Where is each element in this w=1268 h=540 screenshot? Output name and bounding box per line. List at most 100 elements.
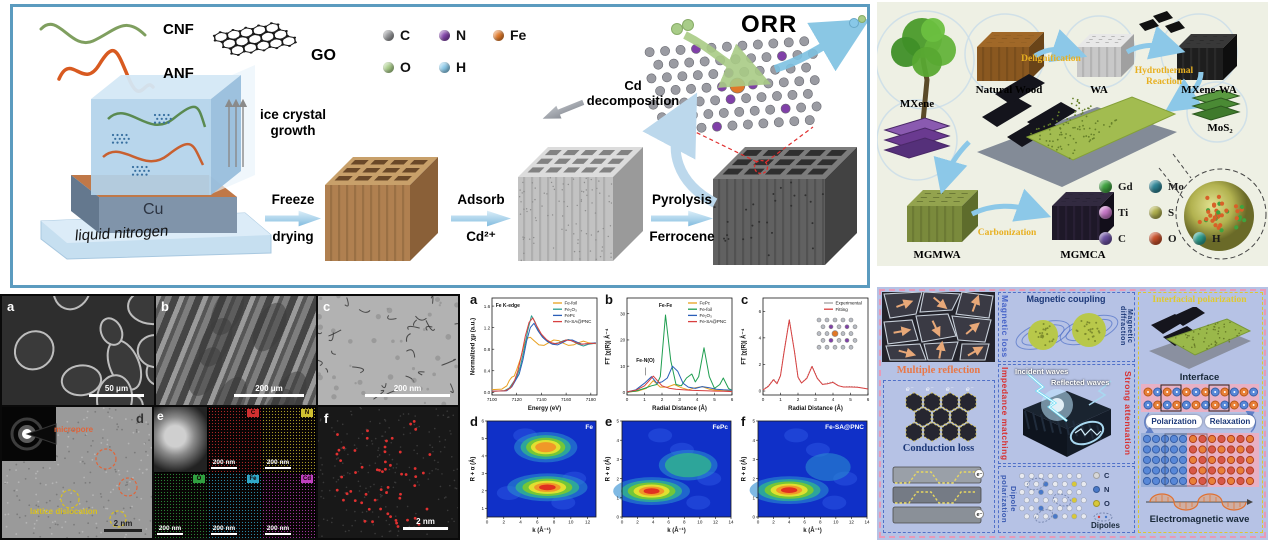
delignification-label: Delignification bbox=[1021, 54, 1081, 64]
incident-waves-label: Incident waves bbox=[1015, 367, 1069, 376]
haadf-image-f: f 2 nm bbox=[318, 407, 458, 538]
eds-map-tile-O: O 200 nm bbox=[154, 473, 207, 538]
drying-label: drying bbox=[272, 229, 314, 244]
svg-text:2: 2 bbox=[752, 476, 755, 481]
micrograph-panel: a 50 μm b 200 μm c 200 nm d micropore la… bbox=[0, 294, 460, 540]
eds-map-tile-Fe: Fe 200 nm bbox=[208, 473, 261, 538]
svg-text:2: 2 bbox=[772, 519, 775, 524]
svg-text:e⁻: e⁻ bbox=[946, 386, 954, 393]
panel-letter-f: f bbox=[324, 411, 329, 426]
relaxation-button: Relaxation bbox=[1205, 415, 1255, 428]
reflected-waves-label: Reflected waves bbox=[1051, 378, 1110, 387]
svg-text:0: 0 bbox=[623, 390, 626, 395]
s-sphere-icon bbox=[1149, 206, 1162, 219]
panel-letter-e: e bbox=[157, 409, 164, 423]
tem-image-c: c 200 nm bbox=[318, 296, 458, 405]
wood-legend-s: S bbox=[1149, 206, 1174, 219]
svg-text:30: 30 bbox=[620, 311, 626, 316]
chart-letter-f: f bbox=[741, 414, 746, 429]
mgmwa-label: MGMWA bbox=[913, 249, 961, 261]
h-sphere-icon bbox=[1193, 232, 1206, 245]
interfacial-polarization-cell: Interfacial polarization Interface Polar… bbox=[1138, 292, 1263, 533]
chart-letter-d: d bbox=[470, 414, 478, 429]
absorber-cube-icon bbox=[1023, 372, 1112, 457]
n-dot-icon bbox=[1093, 486, 1100, 493]
chart-letter-a: a bbox=[470, 292, 478, 307]
go-label: GO bbox=[311, 47, 336, 64]
svg-text:R + α (Å): R + α (Å) bbox=[605, 457, 612, 482]
ft-exafs-chart: 0 1 2 3 4 5 6 0 10 20 30 Radial Distance (Å) FT |χ(R… bbox=[605, 297, 734, 412]
wood-legend-h: H bbox=[1193, 232, 1221, 245]
svg-text:3: 3 bbox=[814, 397, 817, 402]
svg-text:4: 4 bbox=[519, 519, 522, 524]
legend-atom-n: N bbox=[439, 27, 466, 43]
svg-text:6: 6 bbox=[536, 519, 539, 524]
svg-text:0: 0 bbox=[616, 515, 619, 520]
c-dot-icon bbox=[1093, 472, 1100, 479]
svg-text:8: 8 bbox=[553, 519, 556, 524]
svg-text:8: 8 bbox=[819, 519, 822, 524]
svg-text:0: 0 bbox=[757, 519, 760, 524]
wood-legend-mo: Mo bbox=[1149, 180, 1184, 193]
svg-text:10: 10 bbox=[833, 519, 839, 524]
svg-text:0.8: 0.8 bbox=[484, 347, 491, 352]
svg-text:5: 5 bbox=[752, 419, 755, 424]
layered-slab-icon: e⁻ e⁻ bbox=[892, 466, 984, 524]
svg-text:1: 1 bbox=[616, 496, 619, 501]
svg-text:5: 5 bbox=[713, 397, 716, 402]
absorption-mechanism-panel: Multiple reflection e⁻ e⁻ e⁻ e⁻ Conduction … bbox=[877, 287, 1268, 540]
svg-text:12: 12 bbox=[713, 519, 719, 524]
svg-text:0.0: 0.0 bbox=[484, 390, 491, 395]
dipole-legend-o: O bbox=[1093, 499, 1110, 508]
exafs-fitting-chart: 0 1 2 3 4 5 6 0 2 4 6 Radial Distance (Å) FT |χ(R)| … bbox=[741, 297, 870, 412]
svg-text:4: 4 bbox=[481, 454, 484, 459]
cd-decomposition-label: Cd decomposition bbox=[586, 78, 680, 108]
svg-text:Fe-N(O): Fe-N(O) bbox=[636, 358, 655, 364]
svg-text:2: 2 bbox=[759, 362, 762, 367]
magnetic-coupling-label: Magnetic coupling bbox=[1026, 294, 1106, 304]
strong-attenuation-label: Strong attenuation bbox=[1123, 371, 1133, 456]
ti-sphere-icon bbox=[1099, 206, 1112, 219]
legend-atom-h: H bbox=[439, 59, 466, 75]
scalebar-eds: 200 nm bbox=[211, 525, 237, 535]
svg-text:Experimental: Experimental bbox=[836, 301, 862, 306]
svg-text:0: 0 bbox=[762, 397, 765, 402]
svg-text:0.4: 0.4 bbox=[484, 368, 491, 373]
svg-text:2: 2 bbox=[502, 519, 505, 524]
orr-label: ORR bbox=[741, 11, 798, 38]
freeze-label: Freeze bbox=[271, 192, 315, 207]
scalebar-eds: 200 nm bbox=[157, 525, 183, 535]
micropore-annotation: micropore bbox=[54, 425, 94, 434]
magnetic-domains-image bbox=[882, 292, 995, 362]
conduction-loss-label: Conduction loss bbox=[902, 443, 975, 454]
eds-stem-tile: e bbox=[154, 407, 207, 472]
svg-text:10: 10 bbox=[620, 364, 626, 369]
svg-text:6: 6 bbox=[759, 309, 762, 314]
n-atom-icon bbox=[439, 29, 450, 41]
svg-text:k (Å⁻¹): k (Å⁻¹) bbox=[532, 527, 551, 534]
eds-map-grid-e: e C 200 nm N 200 nm O 200 nm Fe 200 nm Cd 200 nm bbox=[154, 407, 316, 538]
svg-text:Fe-SA@PNC: Fe-SA@PNC bbox=[825, 424, 864, 431]
panel-letter-d: d bbox=[136, 411, 144, 426]
dipole-ellipse-icon bbox=[1093, 512, 1113, 522]
svg-text:0: 0 bbox=[759, 389, 762, 394]
wood-legend-c: C bbox=[1099, 232, 1126, 245]
svg-text:4: 4 bbox=[652, 519, 655, 524]
svg-text:FePc: FePc bbox=[712, 424, 728, 431]
svg-text:Energy (eV): Energy (eV) bbox=[528, 406, 561, 412]
panel-letter-c: c bbox=[323, 299, 331, 314]
scalebar-eds: 200 nm bbox=[265, 459, 291, 469]
scalebar-a: 50 μm bbox=[89, 384, 144, 397]
svg-text:5: 5 bbox=[849, 397, 852, 402]
eds-map-tile-C: C 200 nm bbox=[208, 407, 261, 472]
multiple-reflection-label: Multiple reflection bbox=[896, 365, 981, 376]
polarization-button: Polarization bbox=[1146, 415, 1202, 428]
chart-letter-b: b bbox=[605, 292, 613, 307]
svg-text:5: 5 bbox=[616, 419, 619, 424]
eds-element-chip: O bbox=[193, 475, 205, 483]
svg-text:Fe-Fe: Fe-Fe bbox=[659, 303, 673, 309]
svg-text:1.2: 1.2 bbox=[484, 325, 491, 330]
